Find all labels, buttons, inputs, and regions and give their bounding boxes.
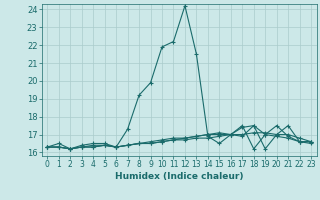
X-axis label: Humidex (Indice chaleur): Humidex (Indice chaleur): [115, 172, 244, 181]
